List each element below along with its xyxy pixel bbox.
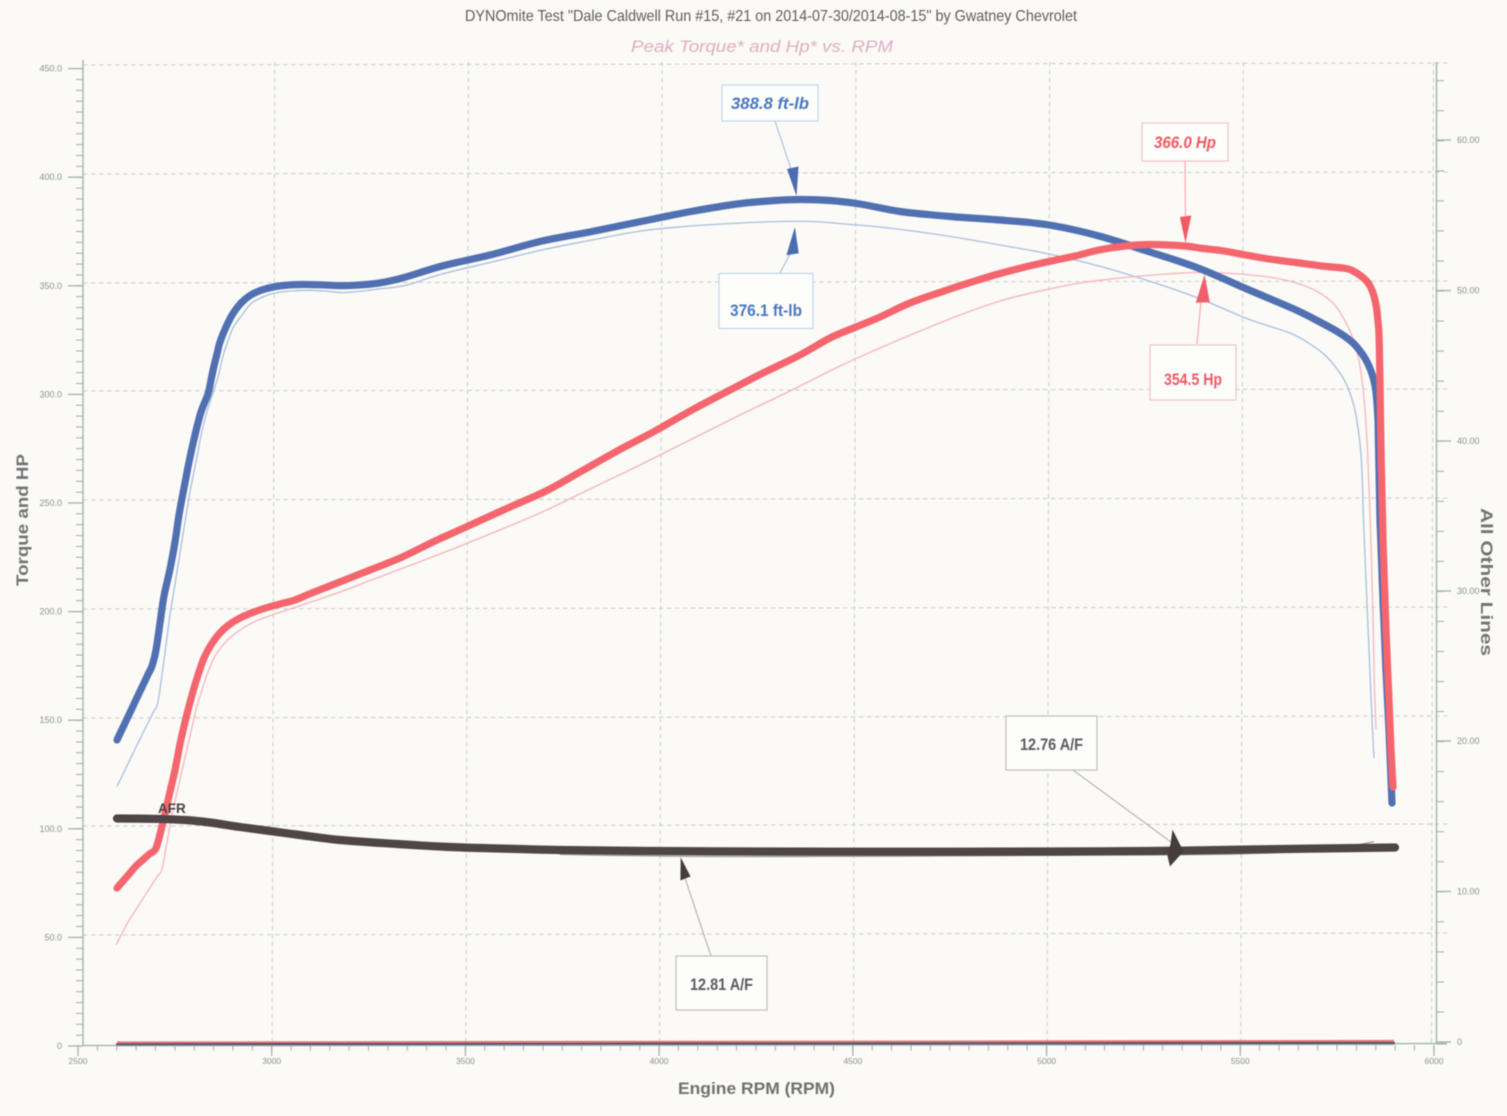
svg-text:Engine RPM (RPM): Engine RPM (RPM) — [678, 1080, 835, 1098]
svg-text:60.00: 60.00 — [1457, 135, 1480, 145]
svg-text:150.0: 150.0 — [39, 715, 62, 725]
svg-text:5000: 5000 — [1037, 1056, 1056, 1066]
svg-text:350.0: 350.0 — [39, 281, 62, 291]
svg-text:12.76 A/F: 12.76 A/F — [1020, 736, 1083, 754]
svg-text:388.8 ft-lb: 388.8 ft-lb — [731, 95, 809, 113]
svg-text:366.0 Hp: 366.0 Hp — [1154, 134, 1216, 152]
svg-text:0: 0 — [57, 1041, 62, 1051]
svg-text:100.0: 100.0 — [39, 824, 62, 834]
svg-text:Peak Torque* and Hp* vs. RPM: Peak Torque* and Hp* vs. RPM — [631, 38, 893, 56]
svg-text:354.5 Hp: 354.5 Hp — [1164, 371, 1222, 389]
svg-text:20.00: 20.00 — [1457, 736, 1480, 746]
svg-text:10.00: 10.00 — [1457, 887, 1480, 897]
svg-text:5500: 5500 — [1231, 1056, 1250, 1066]
svg-text:40.00: 40.00 — [1457, 436, 1480, 446]
svg-text:4500: 4500 — [843, 1056, 862, 1066]
svg-text:30.00: 30.00 — [1457, 586, 1480, 596]
svg-text:376.1 ft-lb: 376.1 ft-lb — [730, 302, 802, 320]
svg-text:250.0: 250.0 — [39, 498, 62, 508]
svg-text:3000: 3000 — [262, 1056, 281, 1066]
svg-text:3500: 3500 — [456, 1056, 475, 1066]
svg-text:Torque and HP: Torque and HP — [13, 454, 32, 586]
svg-text:DYNOmite Test "Dale Caldwell R: DYNOmite Test "Dale Caldwell Run #15, #2… — [465, 8, 1078, 25]
svg-text:450.0: 450.0 — [39, 64, 62, 74]
svg-text:400.0: 400.0 — [39, 172, 62, 182]
svg-text:All Other Lines: All Other Lines — [1477, 508, 1496, 656]
svg-text:50.00: 50.00 — [1457, 286, 1480, 296]
svg-text:12.81 A/F: 12.81 A/F — [690, 976, 753, 994]
svg-text:0: 0 — [1457, 1037, 1462, 1047]
svg-text:300.0: 300.0 — [39, 389, 62, 399]
svg-text:4000: 4000 — [650, 1056, 669, 1066]
svg-text:200.0: 200.0 — [39, 607, 62, 617]
svg-text:50.0: 50.0 — [44, 932, 62, 942]
svg-text:6000: 6000 — [1425, 1056, 1444, 1066]
svg-text:2500: 2500 — [69, 1056, 88, 1066]
svg-text:AFR: AFR — [158, 801, 186, 816]
